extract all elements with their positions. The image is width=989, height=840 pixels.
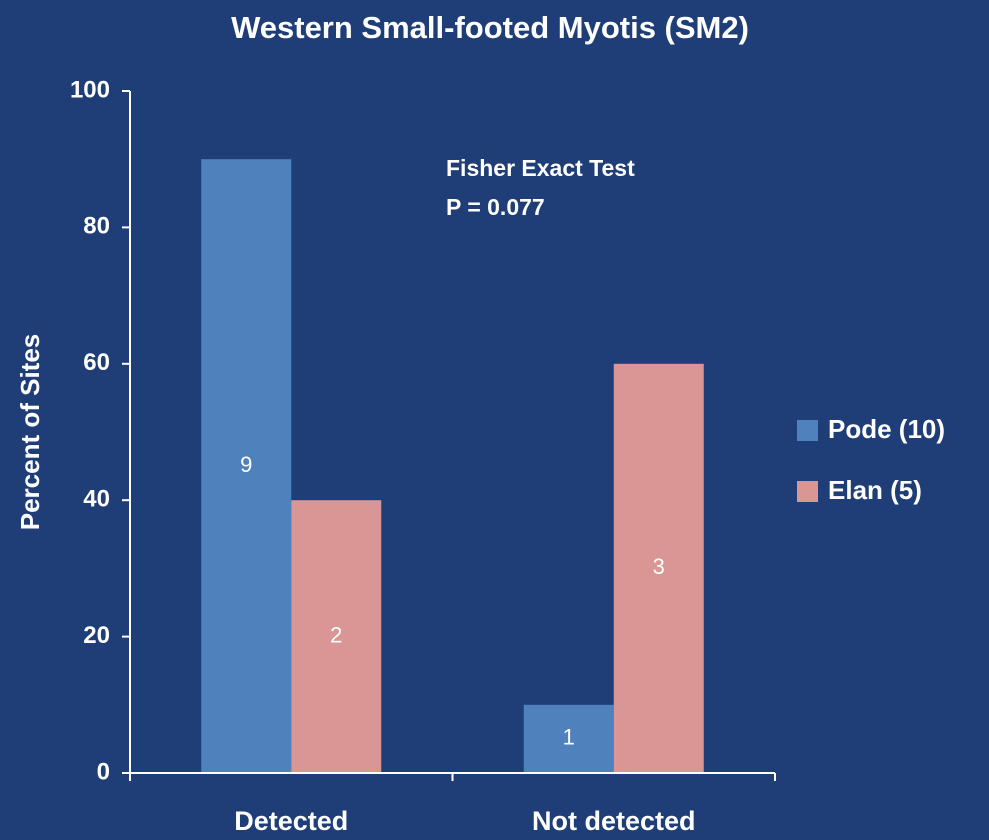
chart-title: Western Small-footed Myotis (SM2)	[231, 10, 749, 45]
legend-swatch	[797, 481, 818, 502]
data-label: 3	[653, 554, 665, 579]
bar	[613, 363, 704, 773]
annotation: Fisher Exact Test	[446, 155, 635, 181]
bar	[523, 704, 614, 773]
bar	[201, 159, 292, 773]
y-tick-label: 60	[83, 349, 110, 376]
y-tick-label: 0	[97, 758, 110, 785]
legend-label: Pode (10)	[828, 414, 945, 444]
data-label: 9	[240, 452, 252, 477]
legend-swatch	[797, 420, 818, 441]
y-tick-label: 20	[83, 622, 110, 649]
x-tick-label: Not detected	[532, 806, 696, 836]
bar	[291, 500, 382, 773]
x-tick-label: Detected	[234, 806, 348, 836]
y-axis-label: Percent of Sites	[15, 334, 45, 531]
data-label: 1	[563, 725, 575, 750]
y-tick-label: 40	[83, 486, 110, 513]
y-tick-label: 100	[70, 76, 110, 103]
legend-label: Elan (5)	[828, 475, 922, 505]
y-tick-label: 80	[83, 213, 110, 240]
annotation: P = 0.077	[446, 194, 545, 220]
data-label: 2	[330, 622, 342, 647]
